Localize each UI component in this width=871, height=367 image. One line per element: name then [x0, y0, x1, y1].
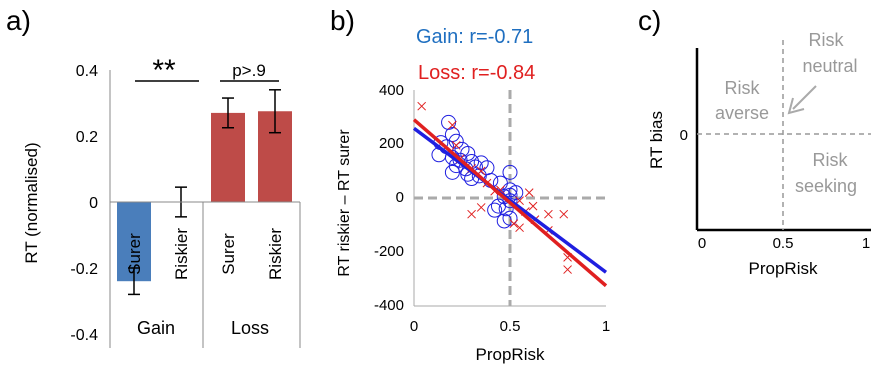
panel-b: b) Gain: r=-0.71 Loss: r=-0.84 RT riskie… [330, 5, 610, 364]
panel-b-gain-stat: Gain: r=-0.71 [416, 26, 533, 48]
bar-category-label: Surer [125, 233, 144, 275]
panel-b-loss-stat: Loss: r=-0.84 [418, 62, 535, 84]
quadrant-neutral-line2: neutral [802, 56, 857, 76]
scatter-point-gain [487, 202, 503, 218]
panel-c-letter: c) [638, 5, 661, 36]
panel-a-ytick: 0 [89, 195, 98, 212]
panel-b-letter: b) [330, 5, 355, 36]
sig-label-loss: p>.9 [232, 61, 266, 80]
panel-a-ytick: 0.4 [76, 63, 98, 80]
sig-label-gain: ** [152, 54, 176, 87]
scatter-point-loss [563, 265, 572, 274]
scatter-point-loss [509, 219, 519, 229]
panel-a-ylabel: RT (normalised) [22, 142, 41, 263]
panel-b-ytick: -400 [374, 297, 404, 314]
quadrant-seeking-line2: seeking [795, 176, 857, 196]
scatter-point-gain [473, 155, 489, 171]
neutral-arrowhead-icon [787, 97, 805, 115]
quadrant-averse-line2: averse [715, 103, 769, 123]
panel-b-xtick: 0 [410, 318, 418, 335]
scatter-point-loss [476, 203, 486, 212]
panel-b-ytick: -200 [374, 243, 404, 260]
scatter-point-loss [467, 209, 476, 219]
panel-a-ytick: -0.2 [70, 261, 98, 278]
scatter-point-loss [524, 188, 534, 197]
neutral-arrow-icon [792, 85, 817, 110]
panel-b-ytick: 0 [396, 189, 404, 206]
scatter-point-gain [452, 152, 468, 168]
scatter-point-gain [496, 189, 512, 205]
scatter-point-loss [448, 120, 457, 130]
scatter-point-gain [502, 164, 518, 180]
scatter-point-loss [515, 223, 524, 233]
bar-category-label: Riskier [266, 228, 285, 280]
scatter-point-loss [451, 140, 461, 150]
scatter-point-loss [559, 209, 569, 219]
panel-a-group-label-gain: Gain [137, 318, 175, 338]
panel-a-ytick: -0.4 [70, 327, 98, 344]
scatter-point-loss [528, 201, 538, 211]
panel-a-letter: a) [6, 5, 31, 36]
panel-c-xtick: 0 [698, 235, 706, 252]
regression-line-gain [412, 126, 608, 274]
panel-c-ytick-zero: 0 [680, 127, 688, 144]
quadrant-neutral-line1: Risk [809, 30, 845, 50]
regression-line-loss [412, 118, 608, 288]
panel-c-xtick: 1 [862, 235, 870, 252]
scatter-point-gain [444, 164, 460, 180]
bar-category-label: Riskier [172, 228, 191, 280]
panel-b-xtick: 0.5 [500, 318, 521, 335]
panel-b-ytick: 200 [379, 135, 404, 152]
quadrant-averse-line1: Risk [725, 78, 761, 98]
panel-c-xtick: 0.5 [773, 235, 794, 252]
panel-b-xlabel: PropRisk [476, 345, 545, 364]
panel-a: a) RT (normalised) 0.4 0.2 0 -0.2 -0.4 S… [6, 5, 301, 348]
panel-c-ylabel: RT bias [647, 111, 666, 169]
panel-b-xtick: 1 [602, 318, 610, 335]
scatter-point-gain [498, 201, 514, 217]
panel-b-ylabel: RT riskier – RT surer [336, 129, 353, 277]
scatter-point-gain [448, 133, 464, 149]
panel-a-group-label-loss: Loss [231, 318, 269, 338]
panel-c-xlabel: PropRisk [749, 259, 818, 278]
scatter-point-loss [544, 209, 553, 219]
panel-a-ytick: 0.2 [76, 129, 98, 146]
panel-b-ytick: 400 [379, 82, 404, 99]
bar-category-label: Surer [219, 233, 238, 275]
quadrant-seeking-line1: Risk [813, 150, 849, 170]
scatter-point-loss [417, 101, 427, 111]
scatter-point-gain [490, 198, 506, 214]
panel-c: c) RT bias 0 0 0.5 1 PropRisk Risk avers… [638, 5, 871, 278]
